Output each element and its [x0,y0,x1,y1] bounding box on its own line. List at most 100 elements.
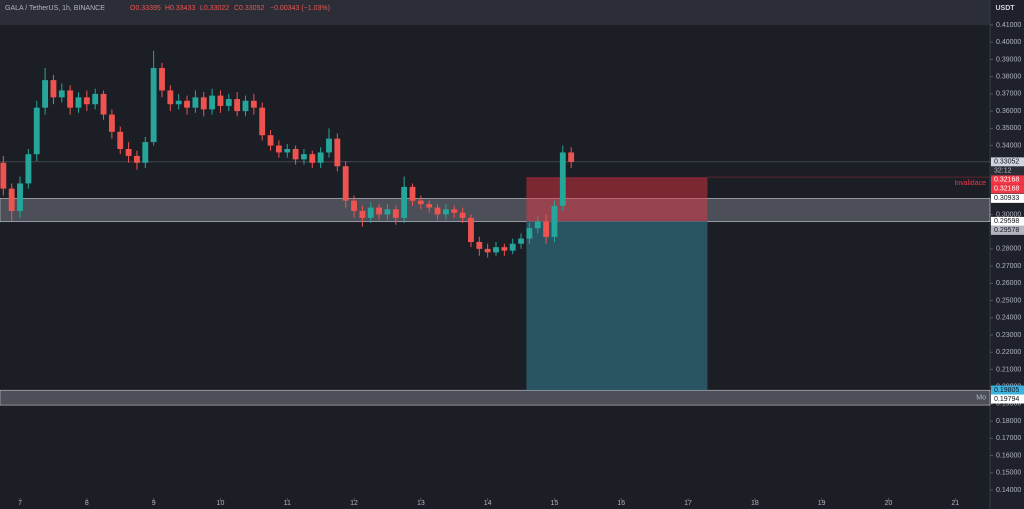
candle-body [326,138,332,153]
candle-body [367,207,374,218]
candle-body [568,152,575,162]
ohlc-high: H0.33433 [165,5,195,12]
y-tick-label: 0.18000 [996,418,1021,425]
candle-body [234,99,241,112]
candle-body [42,80,49,108]
candle-body [192,97,199,108]
candle-body [67,90,74,108]
price-label: 0.29578 [994,227,1019,234]
y-tick-label: 0.25000 [996,297,1021,304]
candle-body [317,152,324,163]
candle-body [484,248,491,253]
x-tick-label: 17 [684,500,692,507]
candle-body [301,154,307,160]
y-tick-label: 0.19000 [996,401,1021,408]
candle-body [83,97,90,105]
ohlc-open: O0.33395 [130,5,161,12]
y-tick-label: 0.22000 [996,349,1021,356]
countdown: 32:12 [994,168,1012,175]
price-label: 0.30933 [994,195,1019,202]
ohlc-low: L0.33022 [200,5,229,12]
price-label: 0.19794 [994,396,1019,403]
ohlc-change: −0.00343 (−1.03%) [270,5,330,12]
price-label-box [991,394,1024,404]
y-tick-label: 0.28000 [996,246,1021,253]
y-tick-label: 0.41000 [996,22,1021,29]
x-tick-label: 18 [751,500,759,507]
candle-body [242,100,249,112]
candle-body [58,90,65,98]
candle-body [200,97,207,110]
candle-body [117,131,124,149]
candle-body [376,207,383,215]
price-label: 0.19805 [994,387,1019,394]
candle-body [518,238,524,244]
candle-body [284,149,291,153]
candle-body [451,209,458,213]
candle-body [209,95,216,110]
x-tick-label: 14 [484,500,492,507]
x-tick-label: 7 [18,500,22,507]
candle-body [551,205,558,237]
candle-body [125,149,132,156]
x-tick-label: 13 [417,500,425,507]
candle-body [442,209,449,215]
candle-body [142,142,149,163]
y-tick-label: 0.40000 [996,39,1021,46]
x-tick-label: 16 [617,500,625,507]
price-label-box [991,193,1024,203]
top-bar [0,0,1024,25]
zone [0,198,991,223]
y-tick-label: 0.16000 [996,452,1021,459]
candle-body [184,100,190,108]
candle-body [476,242,483,249]
x-tick-label: 8 [85,500,89,507]
x-tick-label: 10 [217,500,225,507]
candle-body [501,247,508,251]
y-tick-label: 0.37000 [996,91,1021,98]
y-tick-label: 0.30000 [996,211,1021,218]
candle-body [75,97,82,108]
zone-label: Mo [976,394,986,401]
price-label: 0.32168 [994,177,1019,184]
countdown-box [991,166,1024,176]
candle-body [459,212,466,218]
y-tick-label: 0.38000 [996,74,1021,81]
candle-body [559,152,566,206]
candle-body [426,204,433,208]
y-tick-label: 0.14000 [996,487,1021,494]
zone [0,389,991,406]
price-label: 0.33052 [994,159,1019,166]
candle-body [275,145,282,153]
y-tick-label: 0.21000 [996,366,1021,373]
candle-body [8,188,15,211]
candle-body [392,209,399,218]
symbol: GALA / TetherUS, 1h, BINANCE [5,5,105,12]
candle-body [417,200,424,205]
candle-body [167,90,174,105]
candle-body [225,99,232,106]
y-tick-label: 0.15000 [996,470,1021,477]
candle-body [108,114,115,132]
y-tick-label: 0.26000 [996,280,1021,287]
currency[interactable]: USDT [995,5,1015,12]
candle-body [17,183,23,211]
candle-body [468,217,474,242]
candle-body [334,138,341,167]
candle-body [543,221,550,237]
candle-body [150,68,157,143]
candle-body [175,100,182,105]
candle-body [25,154,32,184]
y-tick-label: 0.39000 [996,56,1021,63]
price-label-box [991,184,1024,194]
candle-body [509,243,516,251]
y-tick-label: 0.24000 [996,315,1021,322]
x-tick-label: 11 [284,500,291,507]
price-label-box [991,385,1024,395]
x-tick-label: 19 [818,500,826,507]
price-label-box [991,216,1024,226]
candle-body [259,107,266,136]
candle-body [159,68,165,91]
